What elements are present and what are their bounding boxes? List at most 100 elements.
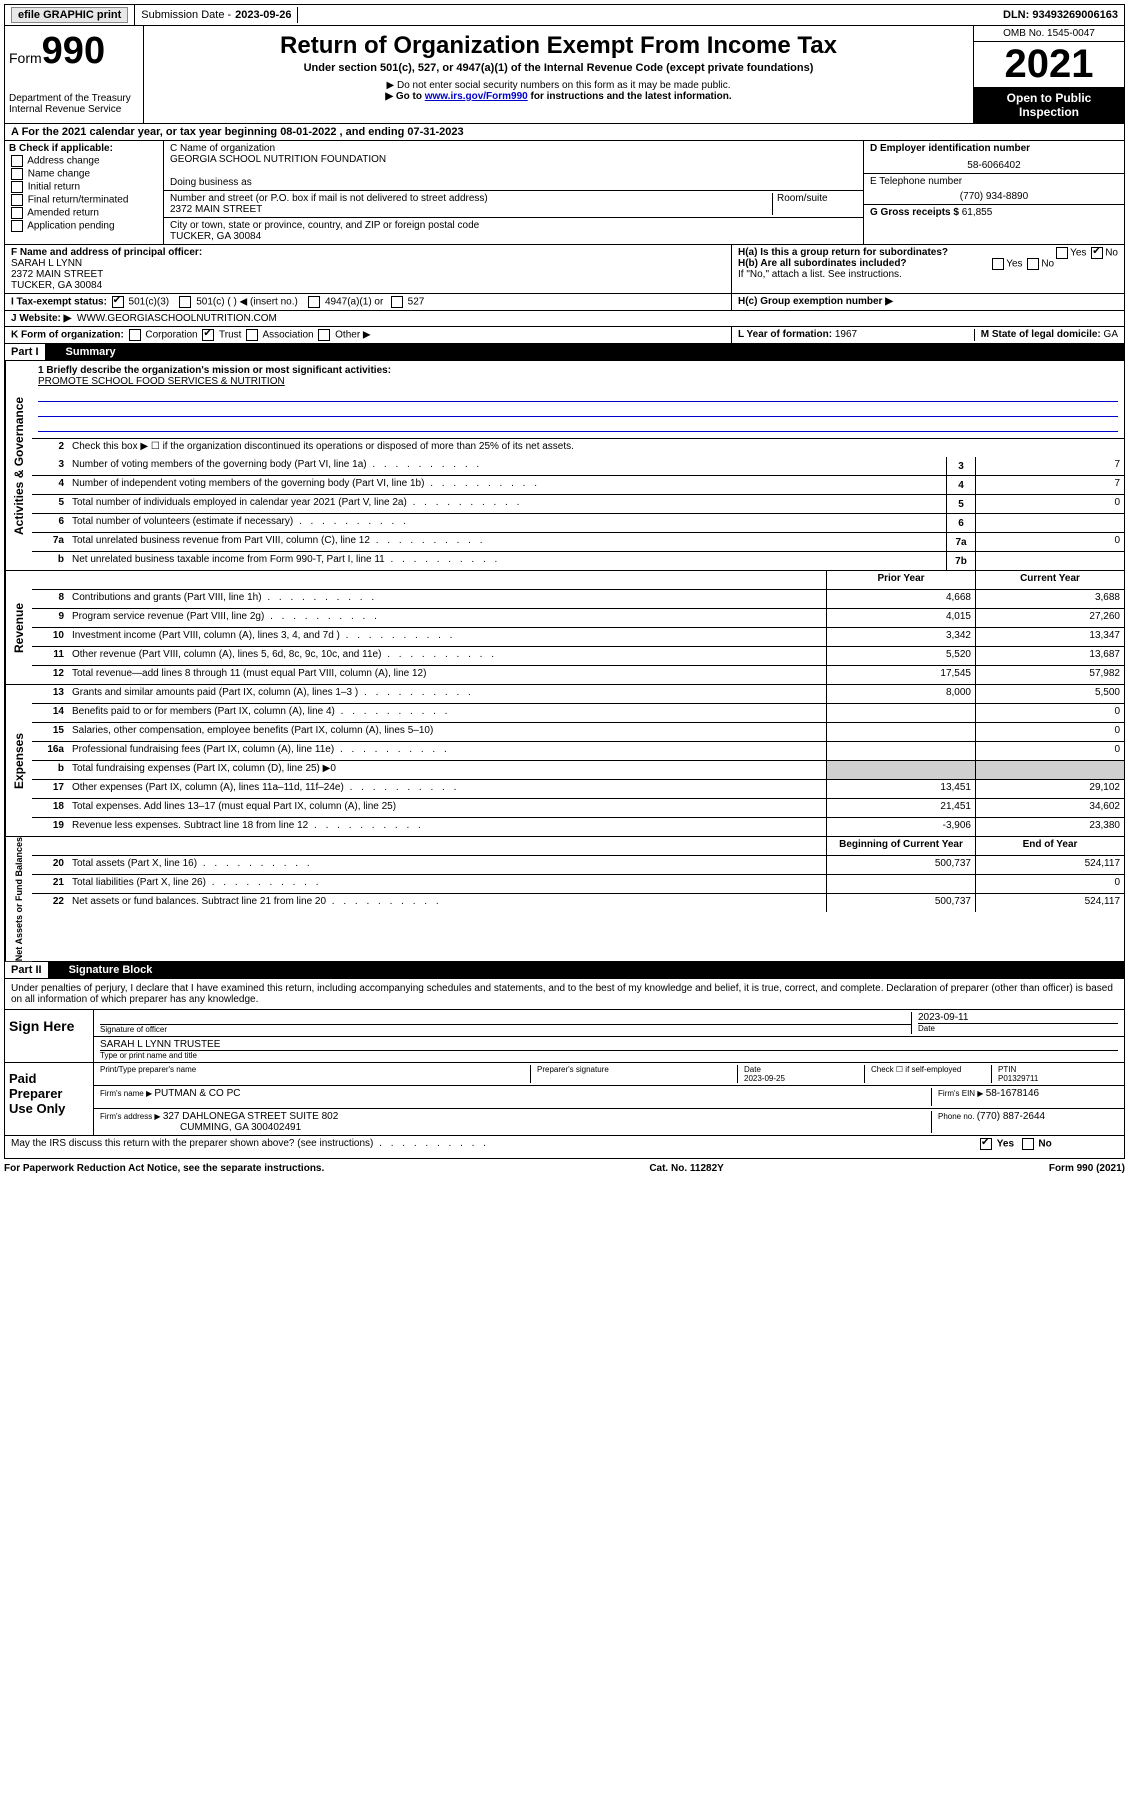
row-k-label: K Form of organization: (11, 330, 124, 341)
line-num: 11 (32, 647, 68, 665)
gov-line-5: 5 Total number of individuals employed i… (32, 495, 1124, 514)
cb-amended[interactable]: Amended return (9, 207, 159, 219)
row-j: J Website: ▶ WWW.GEORGIASCHOOLNUTRITION.… (4, 311, 1125, 327)
current-val: 0 (975, 704, 1124, 722)
cb-app-pending[interactable]: Application pending (9, 220, 159, 232)
col-de: D Employer identification number 58-6066… (864, 141, 1124, 244)
rev-line-10: 10Investment income (Part VIII, column (… (32, 628, 1124, 647)
sign-here-fields: Signature of officer 2023-09-11 Date SAR… (94, 1010, 1124, 1062)
na-body: Beginning of Current Year End of Year 20… (32, 837, 1124, 961)
part2-label: Part II (5, 962, 49, 978)
line-box: 4 (946, 476, 975, 494)
form-org-block: K Form of organization: Corporation Trus… (5, 327, 732, 343)
prep-ptin-col: PTIN P01329711 (991, 1065, 1118, 1083)
opt-4947: 4947(a)(1) or (325, 297, 383, 308)
na-line-22: 22Net assets or fund balances. Subtract … (32, 894, 1124, 912)
line-val: 7 (975, 457, 1124, 475)
l-val: 1967 (835, 329, 857, 340)
firm-phone-col: Phone no. (770) 887-2644 (931, 1111, 1118, 1133)
ha-row: H(a) Is this a group return for subordin… (738, 247, 1118, 258)
blank (68, 837, 826, 855)
opt-501c: 501(c) ( ) ◀ (insert no.) (196, 297, 298, 308)
subtitle-1: Under section 501(c), 527, or 4947(a)(1)… (148, 62, 969, 74)
line-box: 7b (946, 552, 975, 570)
subdate-label: Submission Date - (141, 9, 231, 21)
cb-discuss-yes[interactable] (980, 1138, 992, 1150)
begin-val: 500,737 (826, 894, 975, 912)
rev-header-row: Prior Year Current Year (32, 571, 1124, 590)
phone-val: (770) 934-8890 (870, 191, 1118, 202)
form-title: Return of Organization Exempt From Incom… (148, 32, 969, 60)
current-val: 34,602 (975, 799, 1124, 817)
cb-discuss-no[interactable] (1022, 1138, 1034, 1150)
current-val: 23,380 (975, 818, 1124, 836)
irs-link[interactable]: www.irs.gov/Form990 (425, 91, 528, 102)
firm-name-val: PUTMAN & CO PC (154, 1088, 240, 1099)
line-desc: Net unrelated business taxable income fr… (68, 552, 946, 570)
firm-addr2-val: CUMMING, GA 300402491 (180, 1122, 301, 1133)
firm-addr-label: Firm's address ▶ (100, 1112, 163, 1121)
line-desc: Salaries, other compensation, employee b… (68, 723, 826, 741)
na-line-21: 21Total liabilities (Part X, line 26)0 (32, 875, 1124, 894)
rev-line-12: 12Total revenue—add lines 8 through 11 (… (32, 666, 1124, 684)
sig-name-val: SARAH L LYNN TRUSTEE (100, 1039, 1118, 1050)
cb-corp[interactable] (129, 329, 141, 341)
begin-val: 500,737 (826, 856, 975, 874)
org-name-block: C Name of organization GEORGIA SCHOOL NU… (164, 141, 863, 191)
cb-527[interactable] (391, 296, 403, 308)
prior-val: -3,906 (826, 818, 975, 836)
line-num: 17 (32, 780, 68, 798)
gov-line-2: 2 Check this box ▶ ☐ if the organization… (32, 439, 1124, 457)
line-num: 10 (32, 628, 68, 646)
cb-trust[interactable] (202, 329, 214, 341)
line-num: 12 (32, 666, 68, 684)
cb-501c3[interactable] (112, 296, 124, 308)
line-num: 19 (32, 818, 68, 836)
prep-row-1: Print/Type preparer's name Preparer's si… (94, 1063, 1124, 1086)
cb-initial-return[interactable]: Initial return (9, 181, 159, 193)
page-footer: For Paperwork Reduction Act Notice, see … (4, 1159, 1125, 1178)
cb-address-change[interactable]: Address change (9, 155, 159, 167)
prep-name-label: Print/Type preparer's name (100, 1065, 530, 1083)
prep-date-label: Date (744, 1065, 761, 1074)
exp-section: Expenses 13Grants and similar amounts pa… (4, 685, 1125, 837)
cb-name-change[interactable]: Name change (9, 168, 159, 180)
city-val: TUCKER, GA 30084 (170, 231, 857, 242)
sig-name-field: SARAH L LYNN TRUSTEE Type or print name … (100, 1039, 1118, 1060)
omb-number: OMB No. 1545-0047 (974, 26, 1124, 42)
org-name-label: C Name of organization (170, 143, 857, 154)
line-val: 0 (975, 533, 1124, 551)
addr-val: 2372 MAIN STREET (170, 204, 772, 215)
prior-val: 13,451 (826, 780, 975, 798)
rev-line-11: 11Other revenue (Part VIII, column (A), … (32, 647, 1124, 666)
cb-501c[interactable] (179, 296, 191, 308)
addr-block: Number and street (or P.O. box if mail i… (164, 191, 863, 218)
vtab-exp: Expenses (5, 685, 32, 836)
blank (68, 571, 826, 589)
line-desc: Total number of volunteers (estimate if … (68, 514, 946, 532)
prep-row-3: Firm's address ▶ 327 DAHLONEGA STREET SU… (94, 1109, 1124, 1135)
website-block: J Website: ▶ WWW.GEORGIASCHOOLNUTRITION.… (5, 311, 1124, 326)
sig-officer-label: Signature of officer (100, 1024, 911, 1034)
line-num: 20 (32, 856, 68, 874)
blank (32, 571, 68, 589)
cb-assoc[interactable] (246, 329, 258, 341)
current-val: 27,260 (975, 609, 1124, 627)
exp-line-15: 15Salaries, other compensation, employee… (32, 723, 1124, 742)
cb-other[interactable] (318, 329, 330, 341)
cb-final-return[interactable]: Final return/terminated (9, 194, 159, 206)
ein-val: 58-6066402 (870, 160, 1118, 171)
form-header: Form990 Department of the Treasury Inter… (4, 26, 1125, 124)
line-desc: Number of voting members of the governin… (68, 457, 946, 475)
current-val: 0 (975, 742, 1124, 760)
line-num: 5 (32, 495, 68, 513)
phone-block: E Telephone number (770) 934-8890 (864, 174, 1124, 205)
firm-ein-val: 58-1678146 (986, 1088, 1039, 1099)
cb-label-3: Final return/terminated (28, 195, 129, 206)
current-val: 5,500 (975, 685, 1124, 703)
cb-4947[interactable] (308, 296, 320, 308)
vtab-rev: Revenue (5, 571, 32, 684)
part2-title: Signature Block (69, 964, 153, 976)
line-desc: Other expenses (Part IX, column (A), lin… (68, 780, 826, 798)
prep-check-col: Check ☐ if self-employed (864, 1065, 991, 1083)
